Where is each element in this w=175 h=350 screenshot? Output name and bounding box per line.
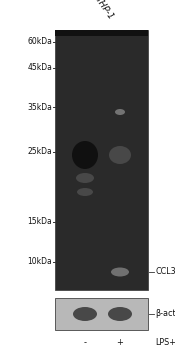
Text: 60kDa: 60kDa	[27, 37, 52, 47]
Bar	[55, 30, 148, 36]
Text: CCL3: CCL3	[155, 267, 175, 276]
Text: THP-1: THP-1	[93, 0, 116, 22]
Ellipse shape	[76, 173, 94, 183]
Text: +: +	[117, 338, 123, 347]
Text: -: -	[83, 338, 86, 347]
Ellipse shape	[77, 188, 93, 196]
Text: LPS+BFA: LPS+BFA	[155, 338, 175, 347]
Ellipse shape	[109, 146, 131, 164]
Ellipse shape	[72, 141, 98, 169]
Text: 45kDa: 45kDa	[27, 63, 52, 72]
Bar	[55, 30, 148, 290]
Ellipse shape	[73, 307, 97, 321]
Ellipse shape	[108, 307, 132, 321]
Text: 10kDa: 10kDa	[27, 258, 52, 266]
Ellipse shape	[115, 109, 125, 115]
Text: 35kDa: 35kDa	[27, 103, 52, 112]
Text: 15kDa: 15kDa	[27, 217, 52, 226]
Ellipse shape	[111, 267, 129, 276]
Text: β-actin: β-actin	[155, 309, 175, 318]
Text: 25kDa: 25kDa	[27, 147, 52, 156]
Bar	[55, 298, 148, 330]
